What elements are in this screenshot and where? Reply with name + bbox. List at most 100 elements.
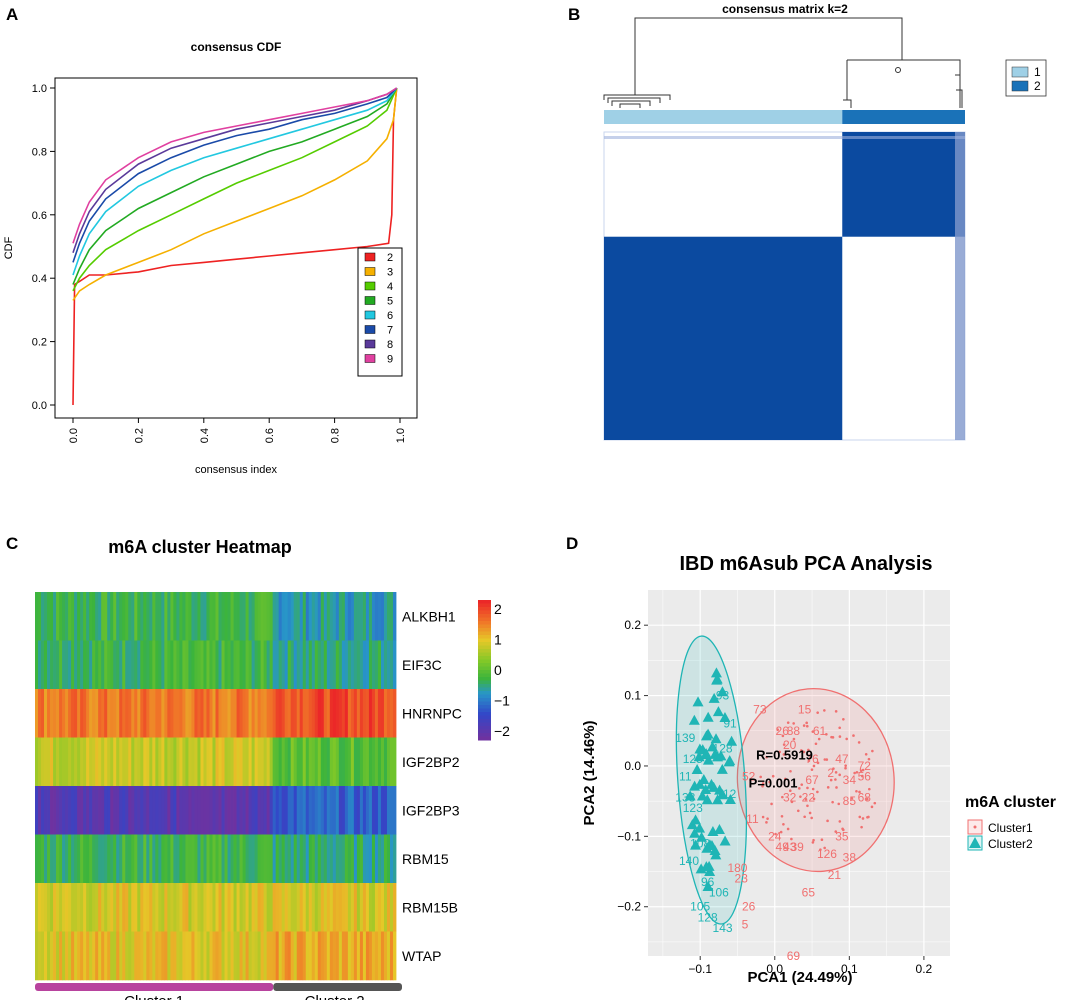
heatmap-cell — [197, 640, 201, 690]
heatmap-cell — [335, 592, 340, 641]
heatmap-cell — [119, 737, 123, 787]
chart-a-title: consensus CDF — [191, 40, 282, 54]
heatmap-cell — [206, 592, 210, 641]
heatmap-cell — [194, 737, 198, 787]
colorbar-step — [478, 659, 491, 664]
heatmap-cell — [281, 737, 286, 787]
heatmap-cell — [80, 689, 84, 738]
legend-label: 3 — [387, 267, 393, 279]
heatmap-cell — [230, 786, 234, 835]
heatmap-cell — [296, 689, 301, 738]
heatmap-cell — [44, 592, 48, 641]
heatmap-cell — [317, 834, 322, 884]
heatmap-cell — [113, 834, 117, 884]
heatmap-cell — [359, 689, 364, 738]
heatmap-cell — [392, 883, 397, 932]
colorbar-step — [478, 733, 491, 737]
heatmap-cell — [134, 786, 138, 835]
heatmap-cell — [191, 834, 195, 884]
heatmap-cell — [194, 786, 198, 835]
heatmap-cell — [140, 640, 144, 690]
heatmap-cell — [56, 592, 60, 641]
heatmap-cell — [152, 592, 156, 641]
heatmap-cell — [248, 931, 252, 981]
heatmap-cell — [380, 640, 385, 690]
cluster2-point — [719, 835, 731, 846]
point-label: 56 — [858, 770, 872, 784]
y-tick-label: 0.0 — [32, 400, 47, 412]
heatmap-cell — [56, 737, 60, 787]
heatmap-cell — [335, 640, 340, 690]
heatmap-cell — [191, 737, 195, 787]
heatmap-cell — [371, 640, 376, 690]
cluster1-point — [838, 726, 841, 730]
cluster1-point — [864, 752, 868, 756]
heatmap-cell — [92, 640, 96, 690]
legend-swatch — [1011, 80, 1029, 92]
heatmap-cell — [248, 786, 252, 835]
heatmap-cell — [65, 786, 69, 835]
heatmap-cell — [305, 592, 310, 641]
heatmap-cell — [176, 640, 180, 690]
heatmap-cell — [359, 640, 364, 690]
heatmap-cell — [227, 834, 231, 884]
cluster1-point — [855, 789, 858, 793]
heatmap-cell — [173, 883, 177, 932]
heatmap-cell — [53, 592, 57, 641]
heatmap-cell — [215, 931, 219, 981]
colorbar-step — [478, 628, 491, 632]
cluster1-point — [782, 743, 786, 746]
heatmap-cell — [143, 737, 147, 787]
colorbar-step — [478, 701, 491, 706]
colorbar-step — [478, 729, 491, 734]
cluster1-point — [799, 795, 802, 798]
cluster1-point — [812, 797, 816, 801]
heatmap-cell — [260, 931, 265, 981]
heatmap-cell — [62, 786, 66, 835]
heatmap-cell — [389, 737, 394, 787]
heatmap-cell — [47, 786, 51, 835]
heatmap-cell — [320, 592, 325, 641]
heatmap-cell — [230, 883, 234, 932]
heatmap-cell — [203, 737, 207, 787]
cluster1-point — [865, 797, 869, 801]
heatmap-cell — [314, 883, 319, 932]
heatmap-cell — [206, 786, 210, 835]
heatmap-cell — [287, 834, 292, 884]
heatmap-cell — [212, 931, 216, 981]
heatmap-cell — [71, 883, 75, 932]
heatmap-cell — [152, 931, 156, 981]
heatmap-cell — [221, 592, 225, 641]
heatmap-cell — [299, 592, 304, 641]
cluster1-point — [810, 768, 814, 771]
heatmap-cell — [305, 931, 310, 981]
cluster1-point — [779, 830, 783, 834]
cluster1-point — [792, 737, 796, 741]
heatmap-cell — [86, 737, 90, 787]
heatmap-cell — [239, 883, 243, 932]
heatmap-cell — [254, 834, 259, 884]
heatmap-cell — [254, 640, 259, 690]
heatmap-cell — [170, 883, 174, 932]
heatmap-cell — [278, 834, 283, 884]
heatmap-cell — [377, 737, 382, 787]
heatmap-cell — [272, 931, 277, 981]
row-label: ALKBH1 — [402, 608, 456, 624]
chart-d-legend: m6A cluster Cluster1 Cluster2 — [965, 794, 1056, 851]
heatmap-cell — [287, 883, 292, 932]
heatmap-cell — [296, 786, 301, 835]
chart-a-plot-frame — [54, 77, 418, 419]
heatmap-cell — [287, 737, 292, 787]
cluster1-point — [788, 789, 792, 793]
cluster1-point — [807, 759, 811, 763]
cluster1-point — [858, 790, 861, 794]
heatmap-cell — [299, 786, 304, 835]
heatmap-cell — [383, 737, 388, 787]
heatmap-cell — [50, 883, 54, 932]
heatmap-cell — [299, 689, 304, 738]
heatmap-cell — [137, 834, 141, 884]
cluster1-point — [765, 755, 768, 759]
heatmap-cell — [188, 931, 192, 981]
heatmap-cell — [341, 689, 346, 738]
heatmap-cell — [221, 689, 225, 738]
